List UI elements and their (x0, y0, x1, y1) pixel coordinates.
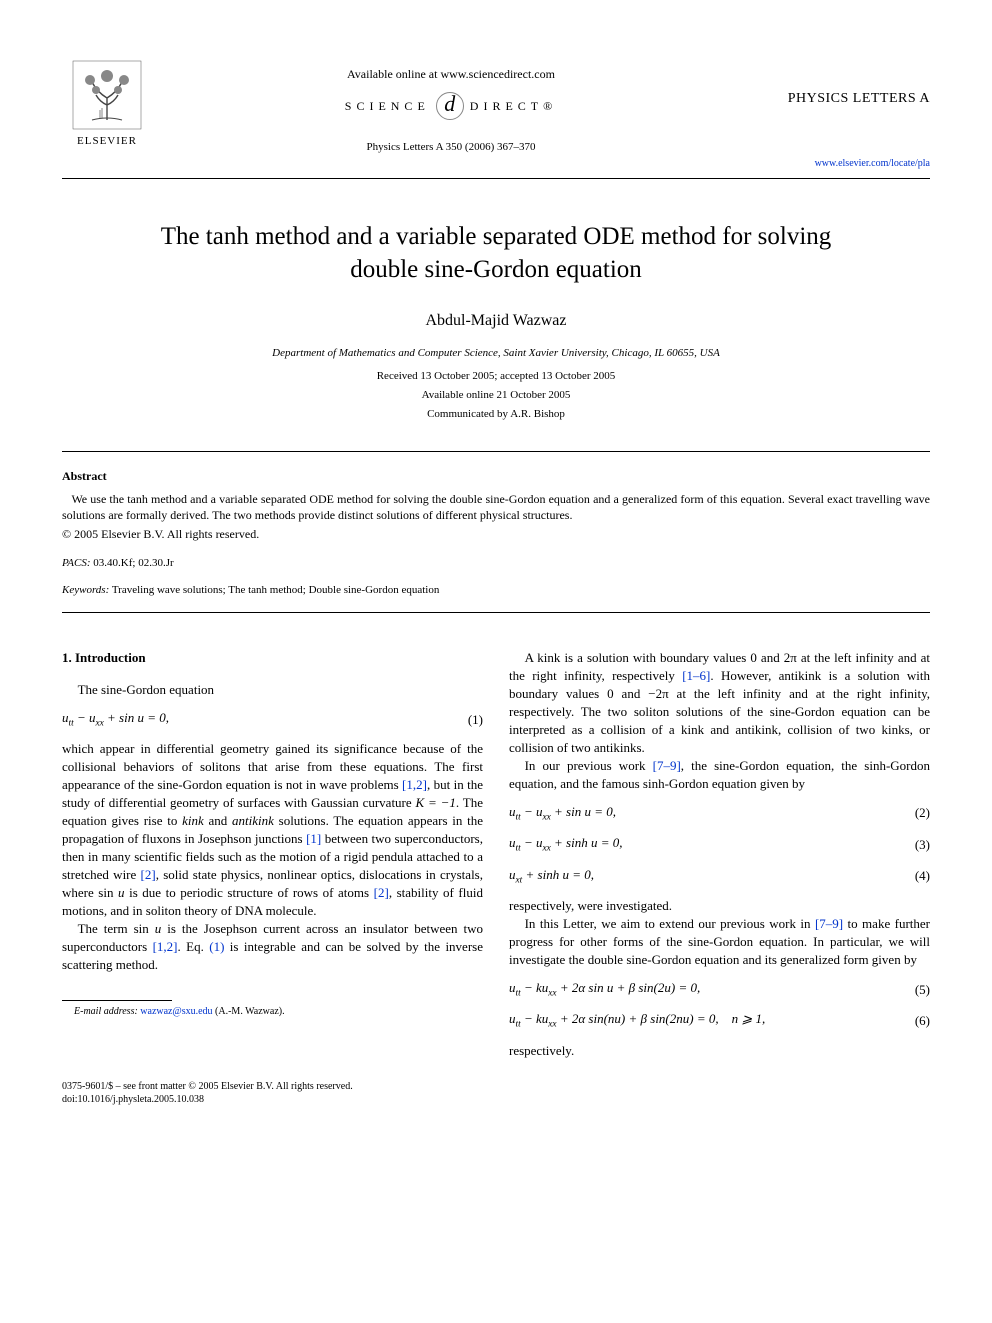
ref-2a[interactable]: [2] (141, 867, 156, 882)
p3c: . Eq. (178, 939, 210, 954)
sd-left: SCIENCE (345, 98, 430, 114)
equation-2: utt − uxx + sin u = 0, (2) (509, 803, 930, 825)
eq3-body: utt − uxx + sinh u = 0, (509, 834, 623, 856)
footer-block: 0375-9601/$ – see front matter © 2005 El… (62, 1080, 930, 1107)
right-p1: A kink is a solution with boundary value… (509, 649, 930, 757)
eq6-body: utt − kuxx + 2α sin(nu) + β sin(2nu) = 0… (509, 1010, 765, 1032)
right-p3: respectively, were investigated. (509, 897, 930, 915)
eq2-number: (2) (915, 804, 930, 822)
page-header: ELSEVIER Available online at www.science… (62, 60, 930, 170)
abstract-rule-bottom (62, 612, 930, 613)
header-divider (62, 178, 930, 179)
section-1-heading: 1. Introduction (62, 649, 483, 667)
journal-url[interactable]: www.elsevier.com/locate/pla (750, 157, 930, 171)
author-name: Abdul-Majid Wazwaz (62, 310, 930, 332)
author-affiliation: Department of Mathematics and Computer S… (62, 346, 930, 361)
eq1-body: utt − uxx + sin u = 0, (62, 709, 169, 731)
ref-1-2[interactable]: [1,2] (402, 777, 427, 792)
footnote-rule (62, 1000, 172, 1001)
right-column: A kink is a solution with boundary value… (509, 649, 930, 1060)
right-header: PHYSICS LETTERS A www.elsevier.com/locat… (750, 60, 930, 170)
rp2a: In our previous work (525, 758, 653, 773)
ref-1-6[interactable]: [1–6] (682, 668, 710, 683)
eq5-number: (5) (915, 981, 930, 999)
sciencedirect-logo: SCIENCE d DIRECT® (152, 92, 750, 120)
equation-1: utt − uxx + sin u = 0, (1) (62, 709, 483, 731)
abstract-body: We use the tanh method and a variable se… (62, 491, 930, 525)
received-date: Received 13 October 2005; accepted 13 Oc… (62, 369, 930, 384)
ref-7-9b[interactable]: [7–9] (815, 916, 843, 931)
pacs-values: 03.40.Kf; 02.30.Jr (91, 557, 174, 569)
publisher-name: ELSEVIER (77, 134, 137, 149)
intro-p3: The term sin u is the Josephson current … (62, 920, 483, 974)
email-footnote: E-mail address: wazwaz@sxu.edu (A.-M. Wa… (62, 1005, 483, 1019)
body-columns: 1. Introduction The sine-Gordon equation… (62, 649, 930, 1060)
article-title: The tanh method and a variable separated… (62, 221, 930, 286)
pacs-label: PACS: (62, 557, 91, 569)
email-address[interactable]: wazwaz@sxu.edu (138, 1006, 215, 1017)
left-column: 1. Introduction The sine-Gordon equation… (62, 649, 483, 1060)
keywords-values: Traveling wave solutions; The tanh metho… (109, 584, 439, 596)
title-line1: The tanh method and a variable separated… (161, 223, 832, 250)
eq3-number: (3) (915, 836, 930, 854)
eq4-number: (4) (915, 867, 930, 885)
p2d: and (204, 813, 232, 828)
front-matter-line: 0375-9601/$ – see front matter © 2005 El… (62, 1080, 930, 1094)
sciencedirect-icon: d (436, 92, 464, 120)
abstract-heading: Abstract (62, 468, 930, 484)
ref-1-2b[interactable]: [1,2] (153, 939, 178, 954)
email-label: E-mail address: (74, 1006, 138, 1017)
copyright-line: © 2005 Elsevier B.V. All rights reserved… (62, 526, 930, 542)
keywords-label: Keywords: (62, 584, 109, 596)
communicated-by: Communicated by A.R. Bishop (62, 407, 930, 422)
p2h: is due to periodic structure of rows of … (125, 885, 374, 900)
equation-3: utt − uxx + sinh u = 0, (3) (509, 834, 930, 856)
right-p5: respectively. (509, 1042, 930, 1060)
right-p4: In this Letter, we aim to extend our pre… (509, 915, 930, 969)
ref-1[interactable]: [1] (306, 831, 321, 846)
available-date: Available online 21 October 2005 (62, 388, 930, 403)
eq5-body: utt − kuxx + 2α sin u + β sin(2u) = 0, (509, 979, 700, 1001)
intro-p2: which appear in differential geometry ga… (62, 740, 483, 919)
center-header: Available online at www.sciencedirect.co… (152, 60, 750, 155)
eq6-number: (6) (915, 1012, 930, 1030)
eq1-number: (1) (468, 711, 483, 729)
antikink-term: antikink (232, 813, 274, 828)
intro-p1: The sine-Gordon equation (62, 681, 483, 699)
keywords-line: Keywords: Traveling wave solutions; The … (62, 583, 930, 598)
pacs-line: PACS: 03.40.Kf; 02.30.Jr (62, 556, 930, 571)
email-tail: (A.-M. Wazwaz). (215, 1006, 285, 1017)
publisher-logo-block: ELSEVIER (62, 60, 152, 149)
journal-reference: Physics Letters A 350 (2006) 367–370 (152, 140, 750, 155)
elsevier-tree-icon (72, 60, 142, 130)
ref-7-9[interactable]: [7–9] (653, 758, 681, 773)
title-line2: double sine-Gordon equation (350, 256, 642, 283)
right-p2: In our previous work [7–9], the sine-Gor… (509, 757, 930, 793)
abstract-text: We use the tanh method and a variable se… (62, 492, 930, 523)
rp4a: In this Letter, we aim to extend our pre… (525, 916, 815, 931)
p2K: K = −1 (416, 795, 456, 810)
eq4-body: uxt + sinh u = 0, (509, 866, 594, 888)
abstract-rule-top (62, 451, 930, 452)
equation-4: uxt + sinh u = 0, (4) (509, 866, 930, 888)
doi-line: doi:10.1016/j.physleta.2005.10.038 (62, 1093, 930, 1107)
sd-right: DIRECT® (470, 98, 557, 114)
journal-name: PHYSICS LETTERS A (750, 90, 930, 109)
eq2-body: utt − uxx + sin u = 0, (509, 803, 616, 825)
p3a: The term sin (78, 921, 155, 936)
kink-term: kink (182, 813, 204, 828)
equation-5: utt − kuxx + 2α sin u + β sin(2u) = 0, (… (509, 979, 930, 1001)
equation-6: utt − kuxx + 2α sin(nu) + β sin(2nu) = 0… (509, 1010, 930, 1032)
available-online-text: Available online at www.sciencedirect.co… (152, 66, 750, 82)
ref-eq1[interactable]: (1) (209, 939, 224, 954)
ref-2b[interactable]: [2] (374, 885, 389, 900)
